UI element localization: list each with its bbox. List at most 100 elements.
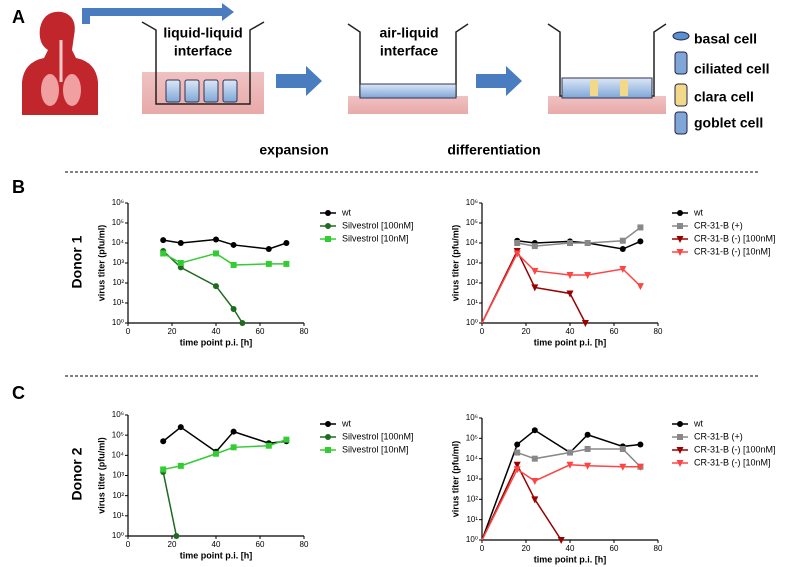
marker (584, 272, 592, 280)
legend-label: CR-31-B (+) (694, 431, 743, 441)
x-tick-label: 0 (480, 327, 485, 336)
x-tick-label: 40 (212, 327, 221, 336)
y-axis-label: virus titer (pfu/ml) (450, 441, 460, 518)
marker (619, 463, 627, 471)
legend-marker (676, 236, 684, 243)
y-tick-label: 10¹ (112, 511, 124, 520)
y-tick-label: 10¹ (466, 515, 478, 524)
marker (636, 463, 644, 471)
cell-type-label: ciliated cell (694, 61, 769, 77)
cell-type-label: goblet cell (694, 115, 763, 131)
marker (160, 250, 167, 257)
marker (230, 306, 237, 313)
legend-label: wt (341, 207, 351, 217)
legend-marker (325, 210, 331, 216)
series-line (162, 250, 244, 324)
arrow (82, 3, 234, 24)
marker (513, 250, 521, 258)
stage-label: interface (174, 43, 233, 59)
y-axis-label: virus titer (pfu/ml) (96, 437, 106, 514)
marker (619, 445, 626, 452)
marker (557, 537, 565, 544)
marker (513, 466, 521, 474)
human-icon (22, 11, 98, 115)
marker (177, 240, 184, 246)
marker (619, 246, 626, 253)
marker (265, 246, 272, 253)
marker (283, 240, 290, 246)
x-tick-label: 60 (256, 327, 265, 336)
marker (531, 477, 539, 485)
stage-label: interface (380, 43, 439, 59)
legend-label: CR-31-B (+) (694, 220, 743, 230)
legend-marker (676, 249, 684, 256)
marker (213, 450, 219, 457)
series-line (481, 463, 562, 541)
marker (584, 462, 592, 470)
chart: 10⁰ 10¹ 10² 10³ 10⁴ 10⁵ 10⁶ 0 20 40 60 80 virus tite… (96, 198, 413, 347)
y-tick-label: 10⁵ (466, 433, 478, 442)
marker (177, 424, 184, 431)
cell-type-label: basal cell (694, 31, 757, 47)
panel-label: C (12, 383, 25, 403)
x-tick-label: 40 (566, 327, 575, 336)
marker (531, 455, 538, 462)
x-tick-label: 20 (522, 544, 531, 553)
x-axis-label: time point p.i. [h] (534, 337, 607, 347)
arrow (276, 66, 322, 96)
marker (230, 241, 237, 248)
chart: 10⁰ 10¹ 10² 10³ 10⁴ 10⁵ 10⁶ 0 20 40 60 80 virus tite… (450, 413, 775, 564)
y-tick-label: 10⁴ (466, 238, 479, 247)
legend-marker (677, 210, 683, 216)
marker (531, 427, 538, 434)
legend-marker (325, 223, 331, 229)
marker (619, 266, 627, 274)
marker (160, 237, 167, 244)
marker (619, 237, 626, 244)
y-tick-label: 10⁶ (112, 410, 124, 419)
y-tick-label: 10² (466, 494, 478, 503)
marker (637, 238, 644, 245)
y-tick-label: 10³ (466, 474, 478, 483)
x-tick-label: 60 (610, 327, 619, 336)
legend-marker (325, 236, 331, 242)
y-tick-label: 10⁴ (466, 454, 479, 463)
marker (213, 283, 219, 290)
legend-label: CR-31-B (-) [10nM] (694, 246, 771, 256)
y-tick-label: 10³ (466, 258, 478, 267)
x-tick-label: 80 (654, 544, 663, 553)
marker (514, 449, 521, 456)
marker (283, 260, 290, 267)
y-tick-label: 10⁵ (112, 430, 124, 439)
marker (567, 449, 573, 456)
legend-label: Silvestrol [100nM] (342, 431, 414, 441)
y-tick-label: 10⁵ (112, 218, 124, 227)
y-tick-label: 10⁶ (112, 198, 124, 207)
process-label: differentiation (447, 142, 540, 158)
x-tick-label: 0 (126, 327, 131, 336)
cell-icons (672, 31, 690, 135)
y-tick-label: 10⁴ (112, 238, 125, 247)
legend-label: wt (693, 418, 703, 428)
legend-label: CR-31-B (-) [100nM] (694, 233, 776, 243)
legend-label: wt (693, 207, 703, 217)
legend-marker (325, 447, 331, 453)
marker (581, 320, 589, 327)
x-tick-label: 60 (610, 544, 619, 553)
y-tick-label: 10² (466, 278, 478, 287)
marker (566, 272, 574, 280)
y-tick-label: 10² (112, 278, 124, 287)
y-tick-label: 10⁰ (466, 535, 478, 544)
marker (514, 441, 521, 448)
y-tick-label: 10³ (112, 258, 124, 267)
legend-label: CR-31-B (-) [100nM] (694, 444, 776, 454)
x-axis-label: time point p.i. [h] (180, 550, 253, 560)
cell-type-label: clara cell (694, 89, 754, 105)
series-line (481, 252, 641, 324)
legend-label: Silvestrol [100nM] (342, 220, 414, 230)
marker (584, 445, 591, 452)
y-tick-label: 10⁰ (466, 318, 478, 327)
marker (584, 431, 591, 438)
donor-label: Donor 2 (69, 447, 85, 500)
marker (160, 466, 167, 473)
